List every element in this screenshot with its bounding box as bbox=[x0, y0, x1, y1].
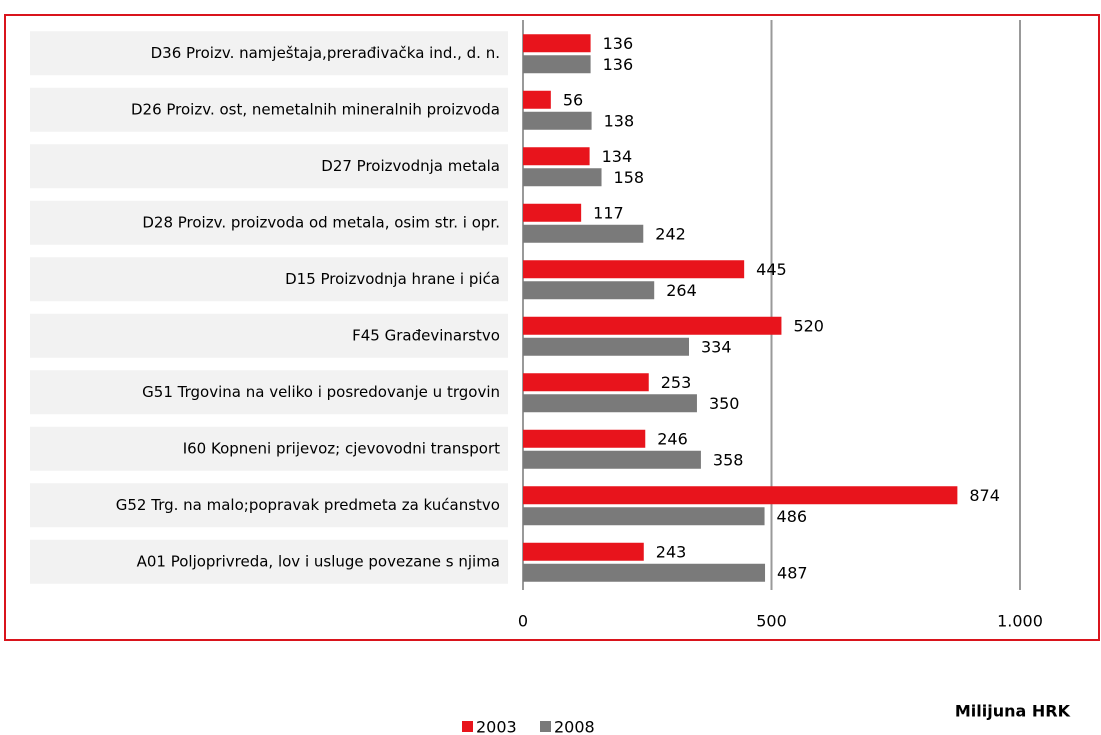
value-label: 117 bbox=[593, 203, 624, 222]
bar bbox=[523, 563, 766, 582]
bar bbox=[523, 90, 551, 109]
x-tick-label: 0 bbox=[518, 612, 528, 631]
value-label: 158 bbox=[614, 168, 645, 187]
legend-swatch bbox=[462, 721, 473, 732]
category-label-bg bbox=[30, 257, 508, 302]
bar bbox=[523, 542, 644, 561]
bar bbox=[523, 337, 689, 356]
bar bbox=[523, 507, 765, 526]
value-label: 243 bbox=[656, 542, 687, 561]
legend-label: 2003 bbox=[476, 718, 517, 735]
bar bbox=[523, 111, 592, 130]
value-label: 486 bbox=[777, 507, 808, 526]
value-label: 264 bbox=[666, 281, 697, 300]
category-label-bg bbox=[30, 144, 508, 189]
value-label: 874 bbox=[969, 486, 1000, 505]
value-label: 350 bbox=[709, 394, 740, 413]
category-label-bg bbox=[30, 200, 508, 245]
category-label-bg bbox=[30, 370, 508, 415]
bar bbox=[523, 203, 582, 222]
category-label: D28 Proizv. proizvoda od metala, osim st… bbox=[142, 213, 500, 231]
value-label: 253 bbox=[661, 373, 692, 392]
legend-swatch bbox=[540, 721, 551, 732]
category-label-bg bbox=[30, 426, 508, 471]
category-label-bg bbox=[30, 539, 508, 584]
bar bbox=[523, 147, 590, 166]
category-label: G52 Trg. na malo;popravak predmeta za ku… bbox=[116, 496, 500, 514]
bar bbox=[523, 55, 591, 74]
bar bbox=[523, 34, 591, 53]
bar bbox=[523, 260, 745, 279]
x-tick-label: 1.000 bbox=[997, 612, 1043, 631]
category-label: D36 Proizv. namještaja,prerađivačka ind.… bbox=[151, 44, 500, 62]
value-label: 136 bbox=[603, 34, 634, 53]
category-label: D27 Proizvodnja metala bbox=[321, 157, 500, 175]
value-label: 487 bbox=[777, 563, 808, 582]
chart-frame bbox=[4, 14, 1100, 641]
bar bbox=[523, 450, 701, 469]
bar bbox=[523, 394, 697, 413]
category-label-bg bbox=[30, 313, 508, 358]
value-label: 246 bbox=[657, 429, 688, 448]
category-label: D26 Proizv. ost, nemetalnih mineralnih p… bbox=[131, 100, 500, 118]
value-label: 56 bbox=[563, 90, 583, 109]
category-label: A01 Poljoprivreda, lov i usluge povezane… bbox=[137, 552, 500, 570]
bar bbox=[523, 316, 782, 335]
bar bbox=[523, 486, 958, 505]
legend-label: 2008 bbox=[554, 718, 595, 735]
x-axis-label: Milijuna HRK bbox=[955, 702, 1071, 721]
bar bbox=[523, 224, 644, 243]
value-label: 134 bbox=[602, 147, 633, 166]
value-label: 138 bbox=[604, 111, 635, 130]
value-label: 358 bbox=[713, 450, 744, 469]
category-label: F45 Građevinarstvo bbox=[352, 326, 500, 344]
value-label: 136 bbox=[603, 55, 634, 74]
bar bbox=[523, 373, 649, 392]
value-label: 242 bbox=[655, 224, 686, 243]
value-label: 334 bbox=[701, 337, 732, 356]
category-label: D15 Proizvodnja hrane i pića bbox=[285, 270, 500, 288]
value-label: 445 bbox=[756, 260, 787, 279]
category-label-bg bbox=[30, 87, 508, 132]
value-label: 520 bbox=[793, 316, 824, 335]
bar bbox=[523, 168, 602, 187]
bar bbox=[523, 281, 655, 300]
category-label: G51 Trgovina na veliko i posredovanje u … bbox=[142, 383, 500, 401]
category-label-bg bbox=[30, 483, 508, 528]
x-tick-label: 500 bbox=[756, 612, 787, 631]
bar bbox=[523, 429, 646, 448]
category-label: I60 Kopneni prijevoz; cjevovodni transpo… bbox=[183, 439, 500, 457]
category-label-bg bbox=[30, 31, 508, 76]
